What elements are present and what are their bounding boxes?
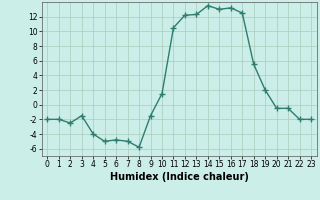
X-axis label: Humidex (Indice chaleur): Humidex (Indice chaleur) [110,172,249,182]
